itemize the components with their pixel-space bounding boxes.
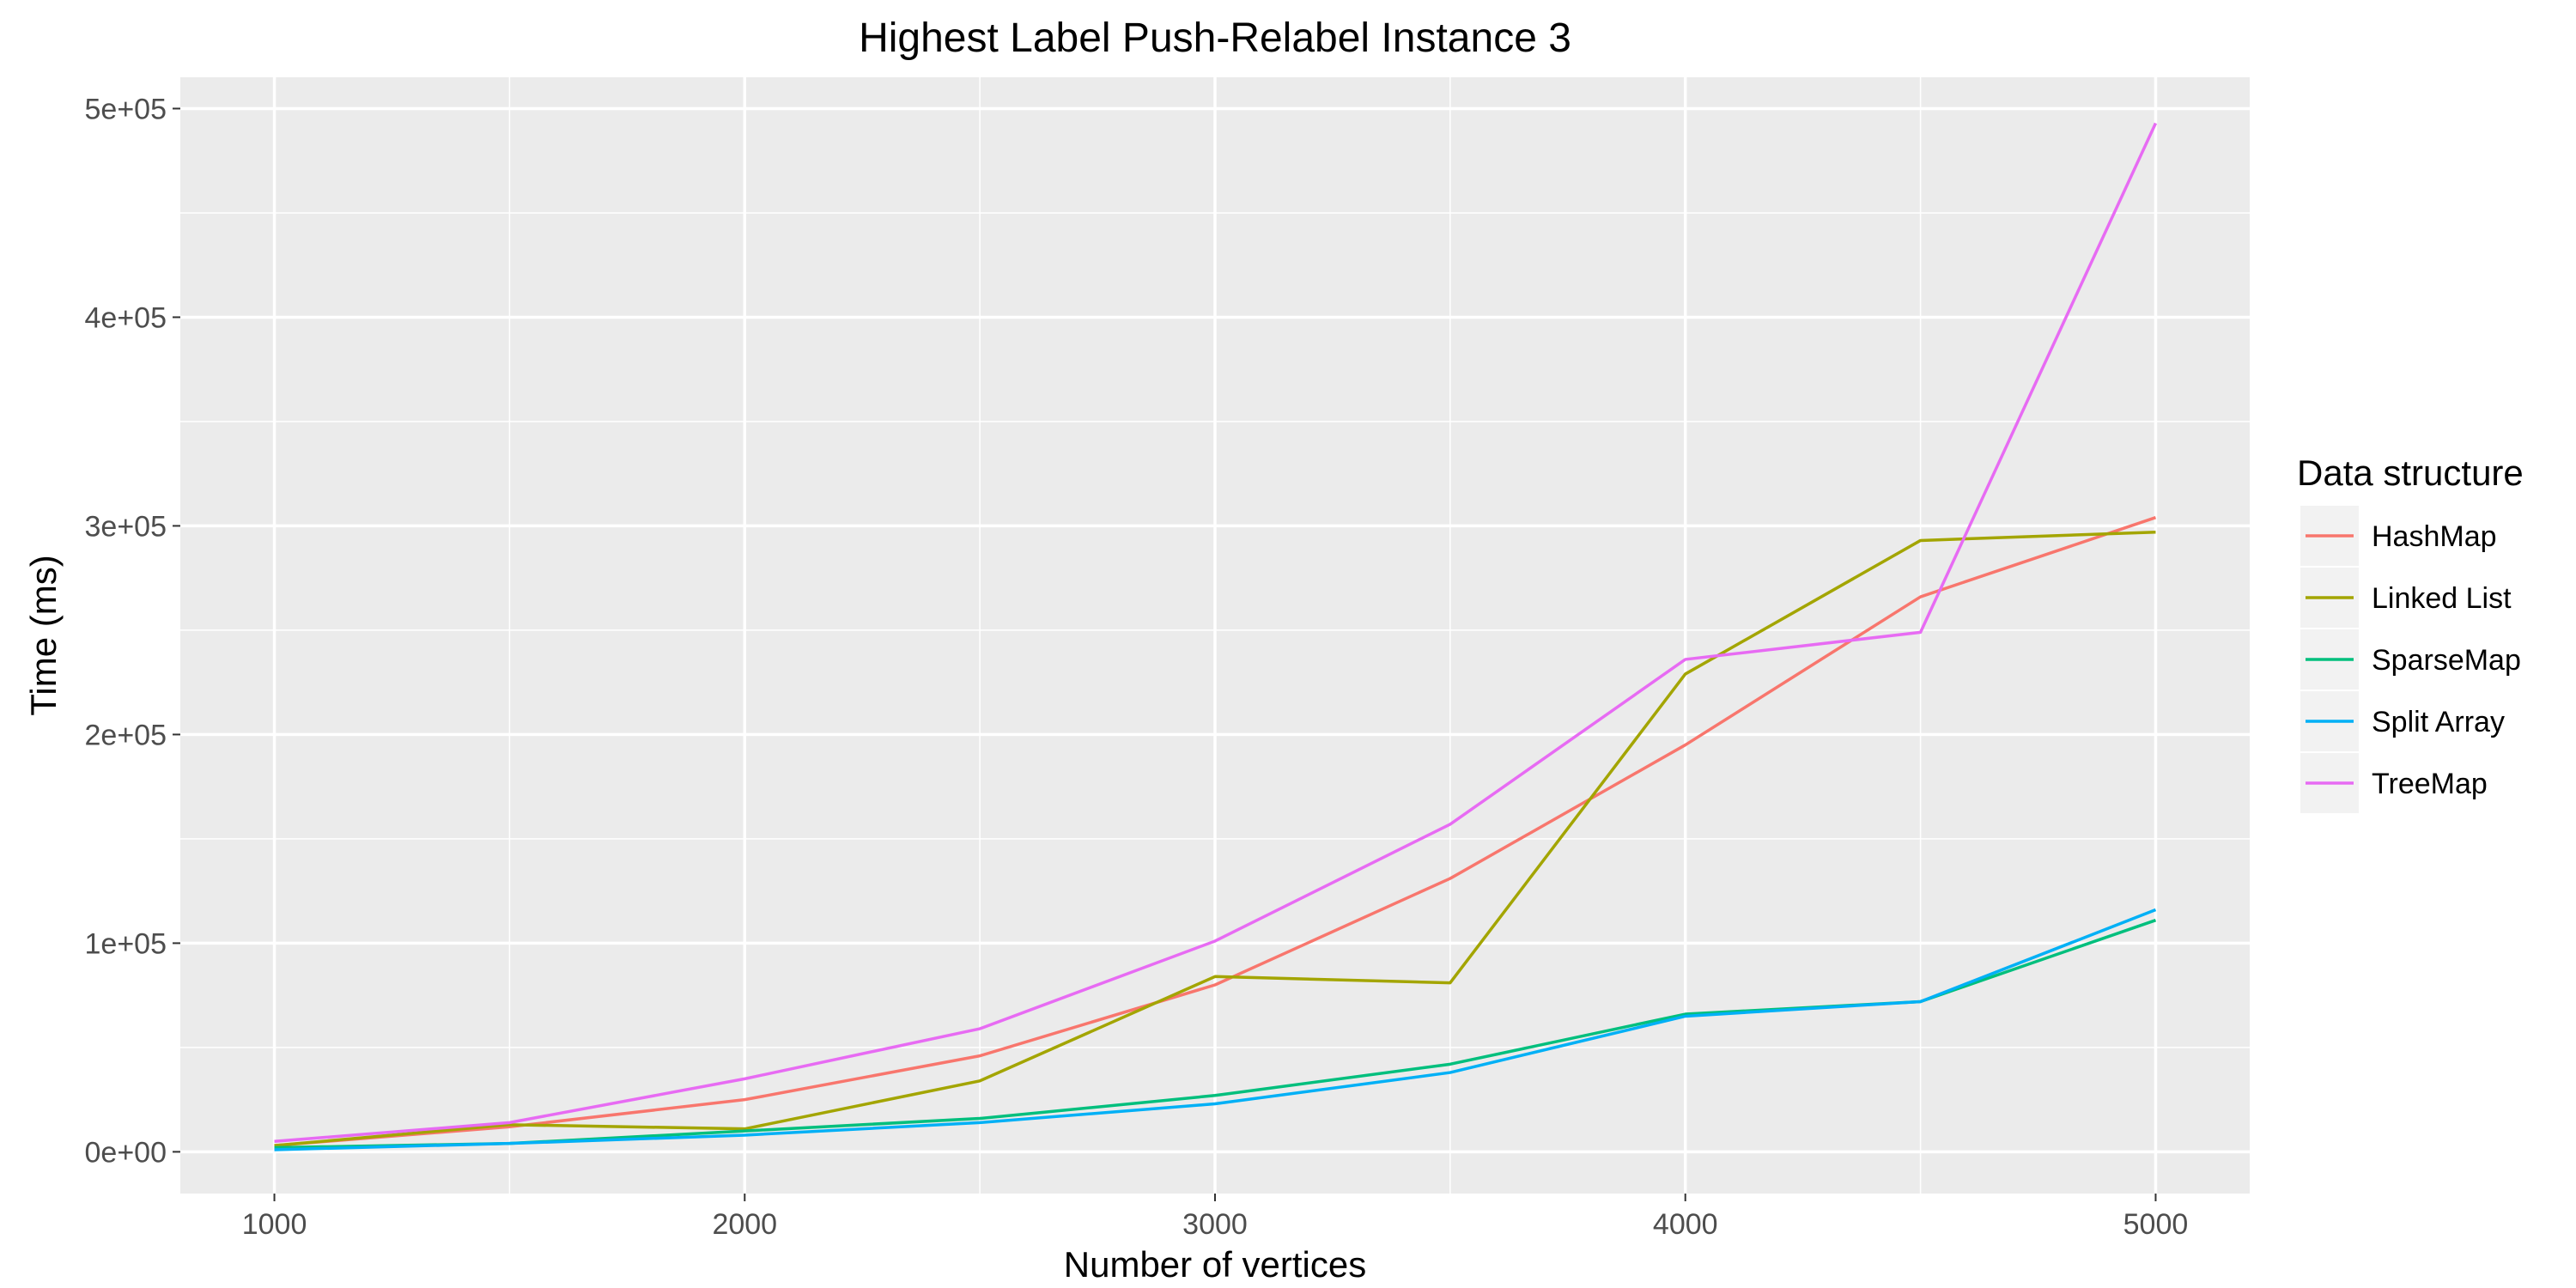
legend-label-linked-list: Linked List [2372,582,2512,615]
series-line-split-array [274,908,2157,1151]
legend-label-split-array: Split Array [2372,706,2505,738]
y-axis-title: Time (ms) [23,555,64,715]
series-lines [274,122,2158,1151]
y-tick-label: 3e+05 [85,510,167,543]
x-tick-label: 1000 [242,1208,307,1241]
x-tick-label: 5000 [2123,1208,2189,1241]
grid-lines [180,77,2250,1194]
axis-ticks: 1000 2000 3000 4000 5000 0e+00 1e+05 2e+05 3e+05… [85,93,2189,1241]
y-tick-label: 5e+05 [85,93,167,125]
legend-label-treemap: TreeMap [2372,768,2488,800]
x-tick-label: 4000 [1653,1208,1718,1241]
legend-title: Data structure [2297,453,2524,493]
x-tick-label: 2000 [712,1208,777,1241]
legend-label-sparsemap: SparseMap [2372,644,2521,677]
series-line-linked-list [274,530,2156,1147]
y-tick-label: 0e+00 [85,1136,167,1169]
y-tick-label: 4e+05 [85,301,167,334]
x-tick-label: 3000 [1182,1208,1248,1241]
y-tick-label: 1e+05 [85,927,167,960]
series-line-treemap [274,122,2158,1143]
y-tick-label: 2e+05 [85,719,167,751]
chart-title: Highest Label Push-Relabel Instance 3 [859,15,1571,61]
x-axis-title: Number of vertices [1064,1244,1366,1285]
legend-label-hashmap: HashMap [2372,520,2497,553]
legend: Data structure HashMap Linked List SparseM… [2297,453,2524,815]
series-line-hashmap [274,516,2157,1147]
